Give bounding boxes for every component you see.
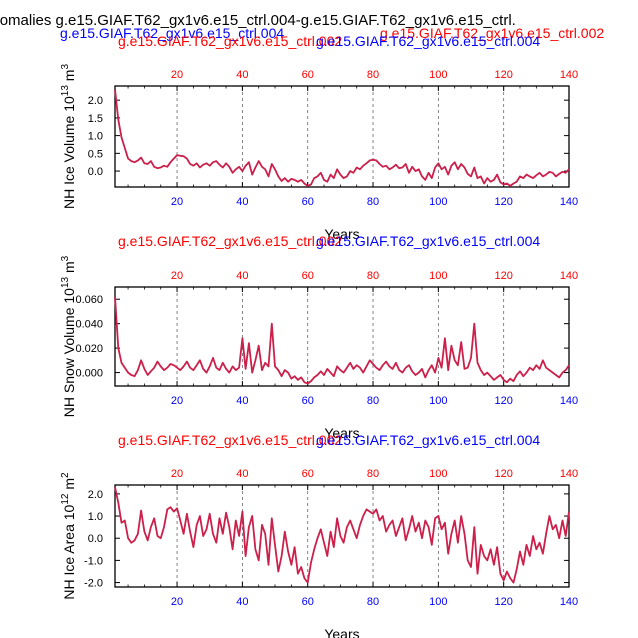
panel-1-top-tick-label-120: 120 <box>494 69 512 81</box>
panel-2-ytick-label-2: 0.020 <box>75 343 103 355</box>
panel-1-top-tick-label-20: 20 <box>171 69 183 81</box>
panel-1-top-tick-label-140: 140 <box>560 69 578 81</box>
panel-2-bottom-tick-label-20: 20 <box>171 395 183 407</box>
panel-1-blue-label: g.e15.GIAF.T62_gx1v6.e15_ctrl.004 <box>316 33 540 49</box>
panel-2-ytick-label-1: 0.040 <box>75 319 103 331</box>
panel-2: g.e15.GIAF.T62_gx1v6.e15_ctrl.002g.e15.G… <box>60 233 578 441</box>
panel-2-top-tick-label-80: 80 <box>367 270 379 282</box>
panel-2-bottom-tick-label-80: 80 <box>367 395 379 407</box>
panel-3-ytick-label-4: -2.0 <box>84 578 103 590</box>
panel-1-ylabel-unit-exp: 3 <box>60 64 71 70</box>
panel-2-xlabel: Years <box>324 425 359 441</box>
panel-3-ylabel-main: NH Ice Area 10 <box>61 504 77 599</box>
chart-panels: g.e15.GIAF.T62_gx1v6.e15_ctrl.002g.e15.G… <box>60 33 578 638</box>
panel-1-ylabel-main: NH Ice Volume 10 <box>61 96 77 209</box>
panel-2-blue-label: g.e15.GIAF.T62_gx1v6.e15_ctrl.004 <box>316 233 540 249</box>
panel-1-bottom-tick-label-140: 140 <box>560 196 578 208</box>
panel-3-xlabel: Years <box>324 626 359 638</box>
panel-1-bottom-tick-label-40: 40 <box>236 196 248 208</box>
panel-2-bottom-tick-label-120: 120 <box>494 395 512 407</box>
panel-3-bottom-tick-label-120: 120 <box>494 596 512 608</box>
panel-1-ylabel: NH Ice Volume 1013 m3 <box>60 64 77 210</box>
panel-3-top-tick-label-100: 100 <box>429 468 447 480</box>
panel-3-frame <box>114 484 570 588</box>
panel-2-red-label: g.e15.GIAF.T62_gx1v6.e15_ctrl.002 <box>118 233 342 249</box>
panel-1-top-tick-label-60: 60 <box>302 69 314 81</box>
panel-3-ylabel: NH Ice Area 1012 m2 <box>60 472 77 600</box>
panel-3-blue-label: g.e15.GIAF.T62_gx1v6.e15_ctrl.004 <box>316 432 540 448</box>
panel-2-ylabel-unit: m <box>61 261 77 277</box>
panel-2-bottom-tick-label-40: 40 <box>236 395 248 407</box>
panel-3-top-tick-label-120: 120 <box>494 468 512 480</box>
panel-3-ylabel-unit: m <box>61 478 77 494</box>
panel-3-ytick-label-0: 2.0 <box>88 489 103 501</box>
panel-2-top-tick-label-100: 100 <box>429 270 447 282</box>
panel-2-top-tick-label-60: 60 <box>302 270 314 282</box>
panel-3-top-tick-label-40: 40 <box>236 468 248 480</box>
top-red-label: g.e15.GIAF.T62_gx1v6.e15_ctrl.002 <box>380 25 604 41</box>
panel-2-ytick-label-3: 0.000 <box>75 368 103 380</box>
panel-1-ytick-label-3: 0.5 <box>88 148 103 160</box>
panel-2-top-tick-label-140: 140 <box>560 270 578 282</box>
panel-2-ylabel-main: NH Snow Volume 10 <box>61 288 77 417</box>
panel-1-ytick-label-1: 1.5 <box>88 113 103 125</box>
panel-1-ylabel-exp: 13 <box>60 85 71 97</box>
panel-1-bottom-tick-label-100: 100 <box>429 196 447 208</box>
panel-2-top-tick-label-120: 120 <box>494 270 512 282</box>
panel-3-ytick-label-2: 0.0 <box>88 533 103 545</box>
panel-3-bottom-tick-label-60: 60 <box>302 596 314 608</box>
top-blue-label: g.e15.GIAF.T62_gx1v6.e15_ctrl.004 <box>60 25 284 41</box>
panel-3-red-label: g.e15.GIAF.T62_gx1v6.e15_ctrl.002 <box>118 432 342 448</box>
panel-1-ytick-label-2: 1.0 <box>88 131 103 143</box>
panel-3-top-tick-label-60: 60 <box>302 468 314 480</box>
panel-3-series-line <box>114 487 570 584</box>
panel-1-red-label: g.e15.GIAF.T62_gx1v6.e15_ctrl.002 <box>118 33 342 49</box>
panel-2-bottom-tick-label-60: 60 <box>302 395 314 407</box>
panel-1-top-tick-label-100: 100 <box>429 69 447 81</box>
panel-1-series-line <box>114 89 570 187</box>
panel-2-series-line <box>114 296 570 385</box>
panel-2-bottom-tick-label-140: 140 <box>560 395 578 407</box>
panel-2-ylabel-exp: 13 <box>60 276 71 288</box>
panel-3: g.e15.GIAF.T62_gx1v6.e15_ctrl.002g.e15.G… <box>60 432 578 638</box>
panel-1-ylabel-unit: m <box>61 70 77 86</box>
panel-3-ytick-label-3: -1.0 <box>84 555 103 567</box>
panel-3-bottom-tick-label-100: 100 <box>429 596 447 608</box>
panel-1-xlabel: Years <box>324 226 359 242</box>
panel-3-top-tick-label-80: 80 <box>367 468 379 480</box>
panel-1-frame <box>114 85 570 188</box>
panel-3-bottom-tick-label-40: 40 <box>236 596 248 608</box>
panel-2-top-tick-label-40: 40 <box>236 270 248 282</box>
panel-2-bottom-tick-label-100: 100 <box>429 395 447 407</box>
panel-2-ytick-label-0: 0.060 <box>75 294 103 306</box>
panel-3-bottom-tick-label-80: 80 <box>367 596 379 608</box>
panel-1: g.e15.GIAF.T62_gx1v6.e15_ctrl.002g.e15.G… <box>60 33 578 242</box>
panel-1-bottom-tick-label-20: 20 <box>171 196 183 208</box>
panel-3-top-tick-label-20: 20 <box>171 468 183 480</box>
panel-3-top-tick-label-140: 140 <box>560 468 578 480</box>
panel-1-ytick-label-4: 0.0 <box>88 166 103 178</box>
panel-2-ylabel: NH Snow Volume 1013 m3 <box>60 255 77 417</box>
panel-3-ylabel-exp: 12 <box>60 493 71 505</box>
panel-2-ylabel-unit-exp: 3 <box>60 255 71 261</box>
panel-1-top-tick-label-40: 40 <box>236 69 248 81</box>
panel-1-ytick-label-0: 2.0 <box>88 95 103 107</box>
panel-3-ylabel-unit-exp: 2 <box>60 472 71 478</box>
panel-3-ytick-label-1: 1.0 <box>88 511 103 523</box>
panel-1-bottom-tick-label-120: 120 <box>494 196 512 208</box>
panel-1-bottom-tick-label-80: 80 <box>367 196 379 208</box>
panel-2-frame <box>114 286 570 387</box>
panel-3-bottom-tick-label-20: 20 <box>171 596 183 608</box>
panel-3-bottom-tick-label-140: 140 <box>560 596 578 608</box>
panel-1-bottom-tick-label-60: 60 <box>302 196 314 208</box>
panel-1-top-tick-label-80: 80 <box>367 69 379 81</box>
panel-2-top-tick-label-20: 20 <box>171 270 183 282</box>
page-title: S Anomalies g.e15.GIAF.T62_gx1v6.e15_ctr… <box>0 12 516 29</box>
